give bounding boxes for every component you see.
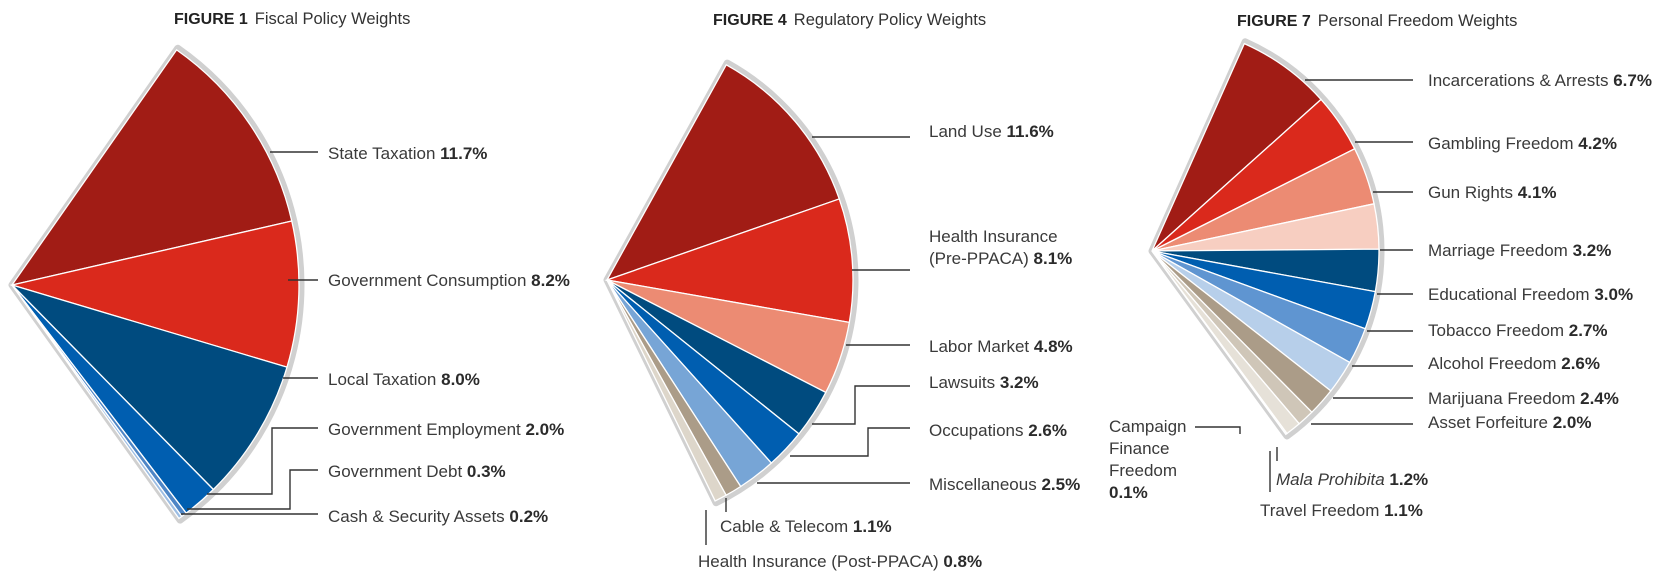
- slice-label-labor-market: Labor Market 4.8%: [929, 337, 1073, 356]
- figure-title: Personal Freedom Weights: [1318, 12, 1518, 30]
- slice-label-health-insurance-pre-ppaca: Health Insurance (Pre-PPACA) 8.1%: [929, 227, 1072, 268]
- slice-label-government-debt: Government Debt 0.3%: [328, 462, 506, 481]
- figure-number: FIGURE 1: [174, 11, 248, 28]
- leader-line-campaign-finance-freedom: [1195, 426, 1241, 434]
- pie-slice-cash-security-assets: [11, 284, 183, 520]
- figure-number: FIGURE 4: [713, 12, 787, 29]
- slice-label-educational-freedom: Educational Freedom 3.0%: [1428, 285, 1633, 304]
- slice-label-marriage-freedom: Marriage Freedom 3.2%: [1428, 241, 1611, 260]
- chart-title: FIGURE 4 Regulatory Policy Weights: [713, 11, 986, 29]
- slice-label-local-taxation: Local Taxation 8.0%: [328, 370, 480, 389]
- slice-label-government-consumption: Government Consumption 8.2%: [328, 271, 570, 290]
- pie-slice-campaign-finance-freedom: [1151, 250, 1288, 436]
- slice-label-asset-forfeiture: Asset Forfeiture 2.0%: [1428, 413, 1591, 432]
- figure-title: Regulatory Policy Weights: [794, 11, 986, 29]
- pie-slice-state-taxation: [10, 48, 293, 287]
- slice-label-state-taxation: State Taxation 11.7%: [328, 144, 487, 163]
- leader-line-occupations: [790, 427, 910, 457]
- pie-slice-land-use: [605, 63, 841, 282]
- pie-rim: [8, 44, 305, 524]
- slice-label-incarcerations-arrests: Incarcerations & Arrests 6.7%: [1428, 71, 1652, 90]
- pie-rim: [1148, 38, 1385, 440]
- slice-label-mala-prohibita: Mala Prohibita 1.2%: [1276, 470, 1428, 489]
- slice-label-cash-security-assets: Cash & Security Assets 0.2%: [328, 507, 548, 526]
- slice-label-land-use: Land Use 11.6%: [929, 122, 1054, 141]
- chart-title: FIGURE 7 Personal Freedom Weights: [1237, 12, 1517, 30]
- pie-slice-health-insurance-post-ppaca: [606, 279, 727, 502]
- figure-number: FIGURE 7: [1237, 13, 1311, 30]
- chart-personal-freedom-weights: FIGURE 7 Personal Freedom Weights Incarcer…: [1109, 12, 1652, 520]
- pie-slice-local-taxation: [11, 284, 288, 491]
- slice-label-marijuana-freedom: Marijuana Freedom 2.4%: [1428, 389, 1619, 408]
- slice-label-occupations: Occupations 2.6%: [929, 421, 1067, 440]
- slice-label-government-employment: Government Employment 2.0%: [328, 420, 564, 439]
- chart-fiscal-policy-weights: FIGURE 1 Fiscal Policy Weights State Taxat…: [8, 10, 570, 526]
- pie-slice-government-consumption: [9, 220, 300, 368]
- pie-slice-health-insurance-pre-ppaca: [604, 198, 854, 324]
- slice-label-alcohol-freedom: Alcohol Freedom 2.6%: [1428, 354, 1600, 373]
- slice-label-miscellaneous: Miscellaneous 2.5%: [929, 475, 1080, 494]
- leader-line-lawsuits: [812, 385, 910, 425]
- slice-label-cable-telecom: Cable & Telecom 1.1%: [720, 517, 892, 536]
- leader-line-government-debt: [187, 469, 318, 510]
- slice-label-gun-rights: Gun Rights 4.1%: [1428, 183, 1557, 202]
- slice-label-tobacco-freedom: Tobacco Freedom 2.7%: [1428, 321, 1608, 340]
- slice-label-gambling-freedom: Gambling Freedom 4.2%: [1428, 134, 1617, 153]
- chart-regulatory-policy-weights: FIGURE 4 Regulatory Policy Weights Land Us…: [603, 11, 1080, 571]
- slice-label-travel-freedom: Travel Freedom 1.1%: [1260, 501, 1423, 520]
- slice-label-health-insurance-post-ppaca: Health Insurance (Post-PPACA) 0.8%: [698, 552, 982, 571]
- chart-title: FIGURE 1 Fiscal Policy Weights: [174, 10, 410, 28]
- leader-line-government-employment: [207, 427, 318, 495]
- slice-label-campaign-finance-freedom: Campaign Finance Freedom 0.1%: [1109, 417, 1187, 502]
- pie-rim: [603, 59, 859, 507]
- slice-label-lawsuits: Lawsuits 3.2%: [929, 373, 1039, 392]
- figure-title: Fiscal Policy Weights: [255, 10, 411, 28]
